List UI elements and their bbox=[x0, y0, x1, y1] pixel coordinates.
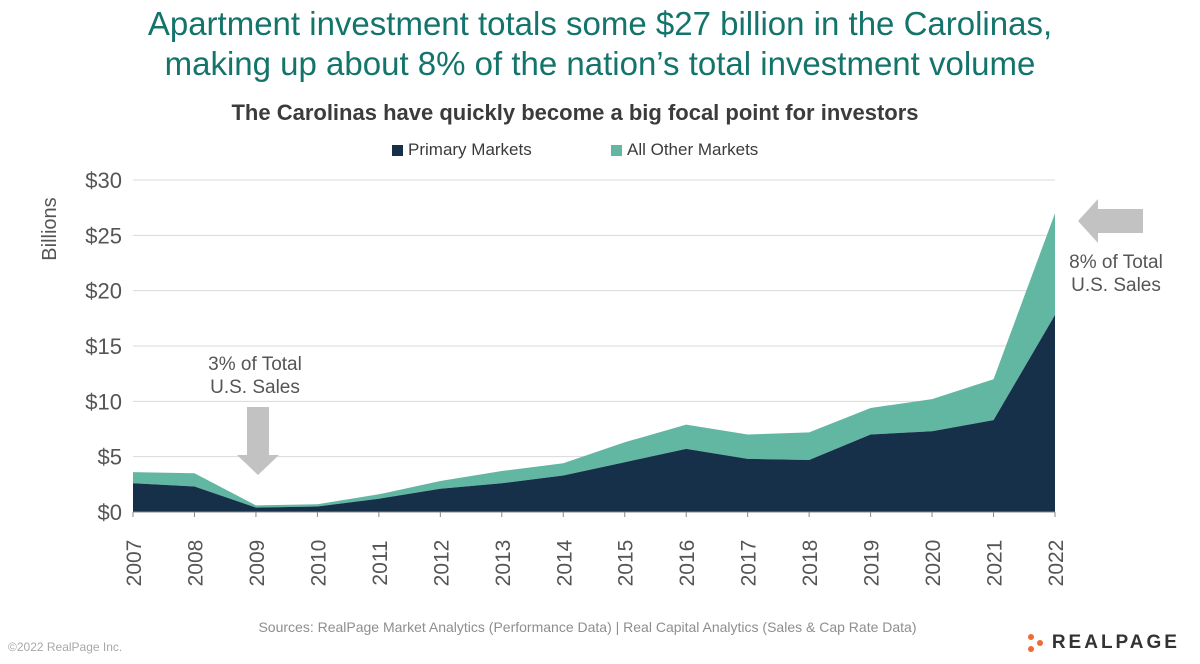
x-tick-label: 2017 bbox=[738, 540, 761, 587]
x-tick-label: 2021 bbox=[984, 540, 1007, 587]
annotation-right-line-2: U.S. Sales bbox=[1071, 275, 1161, 296]
annotation-right-line-1: 8% of Total bbox=[1069, 252, 1163, 273]
x-tick-label: 2013 bbox=[492, 540, 515, 587]
legend-item-other: All Other Markets bbox=[611, 140, 758, 160]
headline: Apartment investment totals some $27 bil… bbox=[0, 4, 1200, 84]
x-tick-label: 2016 bbox=[676, 540, 699, 587]
x-tick-label: 2022 bbox=[1045, 540, 1068, 587]
legend-label-other: All Other Markets bbox=[627, 140, 759, 159]
legend: Primary Markets All Other Markets bbox=[0, 140, 1200, 162]
x-tick-label: 2015 bbox=[615, 540, 638, 587]
y-axis-title: Billions bbox=[39, 197, 61, 260]
x-tick-label: 2019 bbox=[861, 540, 884, 587]
annotation-left: 3% of Total U.S. Sales bbox=[175, 353, 335, 399]
x-tick-label: 2011 bbox=[369, 540, 392, 585]
series-area-primary-markets bbox=[133, 315, 1055, 512]
logo-text: REALPAGE bbox=[1051, 632, 1180, 653]
y-tick-label: $0 bbox=[98, 500, 122, 525]
x-tick-label: 2010 bbox=[307, 540, 330, 587]
x-tick-label: 2009 bbox=[246, 540, 269, 587]
realpage-dots-logo-icon bbox=[1027, 634, 1043, 652]
realpage-logo: REALPAGE bbox=[1026, 632, 1180, 654]
down-arrow-icon bbox=[237, 407, 279, 475]
annotation-right: 8% of Total U.S. Sales bbox=[1036, 251, 1196, 297]
chart-title: The Carolinas have quickly become a big … bbox=[231, 100, 919, 125]
legend-item-primary: Primary Markets bbox=[392, 140, 532, 160]
copyright: ©2022 RealPage Inc. bbox=[8, 640, 123, 654]
left-arrow-icon bbox=[1078, 199, 1143, 243]
x-tick-label: 2018 bbox=[799, 540, 822, 587]
series-area-all-other-markets bbox=[133, 213, 1055, 508]
annotation-left-line-1: 3% of Total bbox=[208, 354, 302, 375]
x-tick-label: 2012 bbox=[430, 540, 453, 587]
y-tick-label: $15 bbox=[85, 334, 122, 359]
y-tick-label: $5 bbox=[98, 445, 122, 470]
x-tick-label: 2007 bbox=[123, 540, 146, 587]
y-tick-label: $20 bbox=[85, 279, 122, 304]
legend-label-primary: Primary Markets bbox=[408, 140, 532, 159]
legend-swatch-primary bbox=[392, 144, 403, 156]
headline-line-1: Apartment investment totals some $27 bil… bbox=[147, 5, 1053, 42]
x-tick-label: 2020 bbox=[922, 540, 945, 587]
y-tick-label: $25 bbox=[85, 223, 122, 248]
legend-swatch-other bbox=[611, 144, 622, 156]
y-tick-label: $30 bbox=[85, 168, 122, 193]
headline-line-2: making up about 8% of the nation’s total… bbox=[164, 45, 1036, 82]
x-tick-label: 2008 bbox=[184, 540, 207, 587]
y-tick-label: $10 bbox=[85, 389, 122, 414]
annotation-left-line-2: U.S. Sales bbox=[210, 377, 300, 398]
x-tick-label: 2014 bbox=[553, 539, 576, 586]
source-note: Sources: RealPage Market Analytics (Perf… bbox=[258, 619, 917, 635]
